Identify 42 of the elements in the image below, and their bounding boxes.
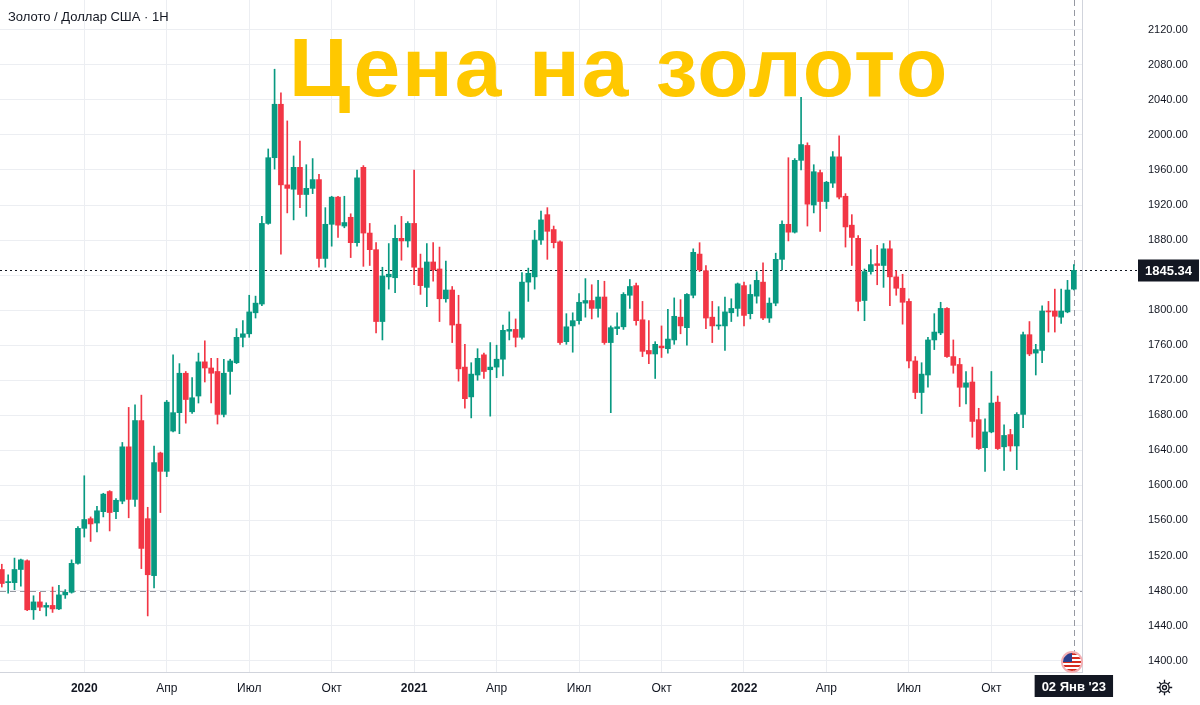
y-tick-label: 1880.00	[1148, 233, 1188, 246]
y-tick-label: 1680.00	[1148, 408, 1188, 421]
y-tick-label: 2080.00	[1148, 57, 1188, 70]
candlestick	[443, 260, 449, 303]
y-tick-label: 1560.00	[1148, 513, 1188, 526]
ref-line-label: 02 Янв '23	[1041, 678, 1107, 694]
candlestick	[588, 284, 595, 320]
y-tick-label: 1640.00	[1148, 443, 1188, 456]
y-tick-label: 2040.00	[1148, 92, 1188, 105]
candlestick	[874, 244, 881, 286]
y-tick-label: 1440.00	[1148, 618, 1188, 631]
candlestick	[963, 371, 969, 405]
text: Золото / Доллар США · 1Н	[8, 9, 169, 25]
ref-line-label: 1845.34	[1145, 263, 1193, 279]
x-tick-label: Апр	[486, 680, 508, 695]
x-tick-label: Окт	[981, 680, 1002, 695]
x-tick-label: 2020	[70, 680, 98, 695]
x-tick-label: Июл	[566, 680, 592, 695]
x-tick-label: Июл	[896, 680, 922, 695]
y-tick-label: 1400.00	[1148, 653, 1188, 666]
y-tick-label: 1600.00	[1148, 478, 1188, 491]
x-tick-label: Апр	[815, 680, 838, 695]
y-tick-label: 1480.00	[1148, 583, 1188, 596]
candlestick	[487, 342, 494, 417]
y-tick-label: 2000.00	[1148, 127, 1188, 140]
y-tick-label: 1760.00	[1148, 338, 1188, 351]
x-tick-label: Окт	[651, 680, 673, 695]
candlestick	[201, 340, 208, 383]
chart-title: Цена на золото	[289, 20, 950, 114]
candlestick	[284, 120, 291, 214]
y-tick-label: 2120.00	[1148, 22, 1188, 35]
y-tick-label: 1720.00	[1148, 373, 1188, 386]
x-tick-label: 2021	[400, 680, 428, 695]
x-tick-label: Июл	[237, 680, 262, 695]
y-tick-label: 1520.00	[1148, 548, 1188, 561]
y-tick-label: 1920.00	[1148, 198, 1188, 211]
x-tick-label: 2022	[730, 680, 758, 695]
y-tick-label: 1960.00	[1148, 163, 1188, 175]
x-tick-label: Апр	[156, 680, 178, 695]
y-tick-label: 1800.00	[1148, 303, 1188, 316]
candlestick	[652, 341, 659, 379]
x-tick-label: Окт	[321, 680, 343, 695]
